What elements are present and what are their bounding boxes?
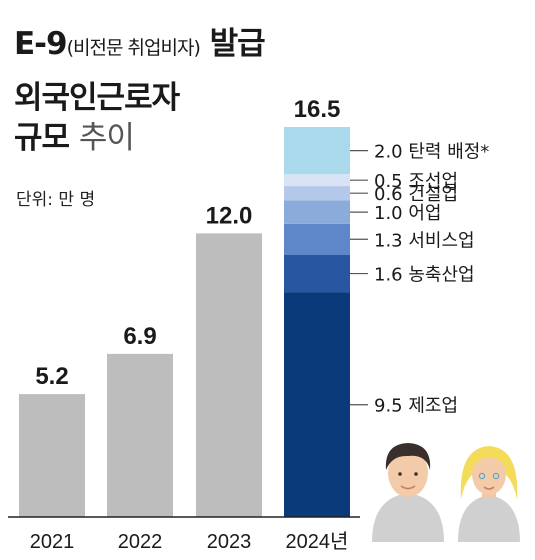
value-label-2: 12.0	[206, 202, 253, 229]
title-paren: (비전문 취업비자)	[66, 37, 201, 59]
stack-segment-5	[284, 174, 350, 187]
segment-label-1: 1.6 농축산업	[374, 265, 475, 286]
segment-label-3: 1.0 어업	[374, 203, 441, 224]
bar-2	[196, 233, 262, 517]
bar-0	[19, 394, 85, 517]
title-line3-bold: 규모	[14, 120, 70, 156]
value-label-1: 6.9	[123, 323, 156, 350]
chart-title-line2: 외국인근로자	[14, 80, 180, 116]
unit-label: 단위: 만 명	[16, 190, 96, 210]
stack-segment-4	[284, 186, 350, 201]
woman-avatar-icon	[458, 446, 520, 542]
stacked-segments-group	[284, 127, 350, 517]
year-labels-group: 2021 2022 2023 2024년	[30, 530, 349, 553]
segment-label-6: 2.0 탄력 배정*	[374, 142, 489, 163]
segment-label-5: 0.5 조선업	[374, 171, 458, 192]
value-label-0: 5.2	[35, 363, 68, 390]
segment-labels-group: 9.5 제조업 1.6 농축산업 1.3 서비스업 1.0 어업0.6 건설업0.5 …	[350, 142, 489, 417]
man-avatar-icon	[372, 443, 444, 542]
stack-segment-2	[284, 223, 350, 255]
year-label-1: 2022	[118, 531, 163, 553]
title-line1-tail: 발급	[209, 26, 266, 62]
bar-1	[107, 353, 173, 517]
stack-segment-6	[284, 127, 350, 175]
stack-segment-3	[284, 200, 350, 224]
segment-label-2: 1.3 서비스업	[374, 230, 475, 251]
value-label-3: 16.5	[294, 96, 341, 123]
chart-title-line3: 규모 추이	[14, 118, 135, 158]
year-label-3: 2024년	[286, 530, 349, 553]
year-label-2: 2023	[207, 531, 252, 553]
title-line3-light: 추이	[78, 120, 135, 156]
stack-segment-1	[284, 254, 350, 293]
segment-label-4: 0.6 건설업	[374, 184, 458, 205]
chart-title-line1: E-9(비전문 취업비자) 발급	[14, 24, 266, 68]
value-labels-group: 5.2 6.9 12.0 16.5	[35, 96, 340, 390]
bars-group	[19, 233, 262, 517]
year-label-0: 2021	[30, 531, 75, 553]
segment-label-0: 9.5 제조업	[374, 396, 458, 417]
title-code: E-9	[14, 26, 68, 62]
stack-segment-0	[284, 292, 350, 517]
